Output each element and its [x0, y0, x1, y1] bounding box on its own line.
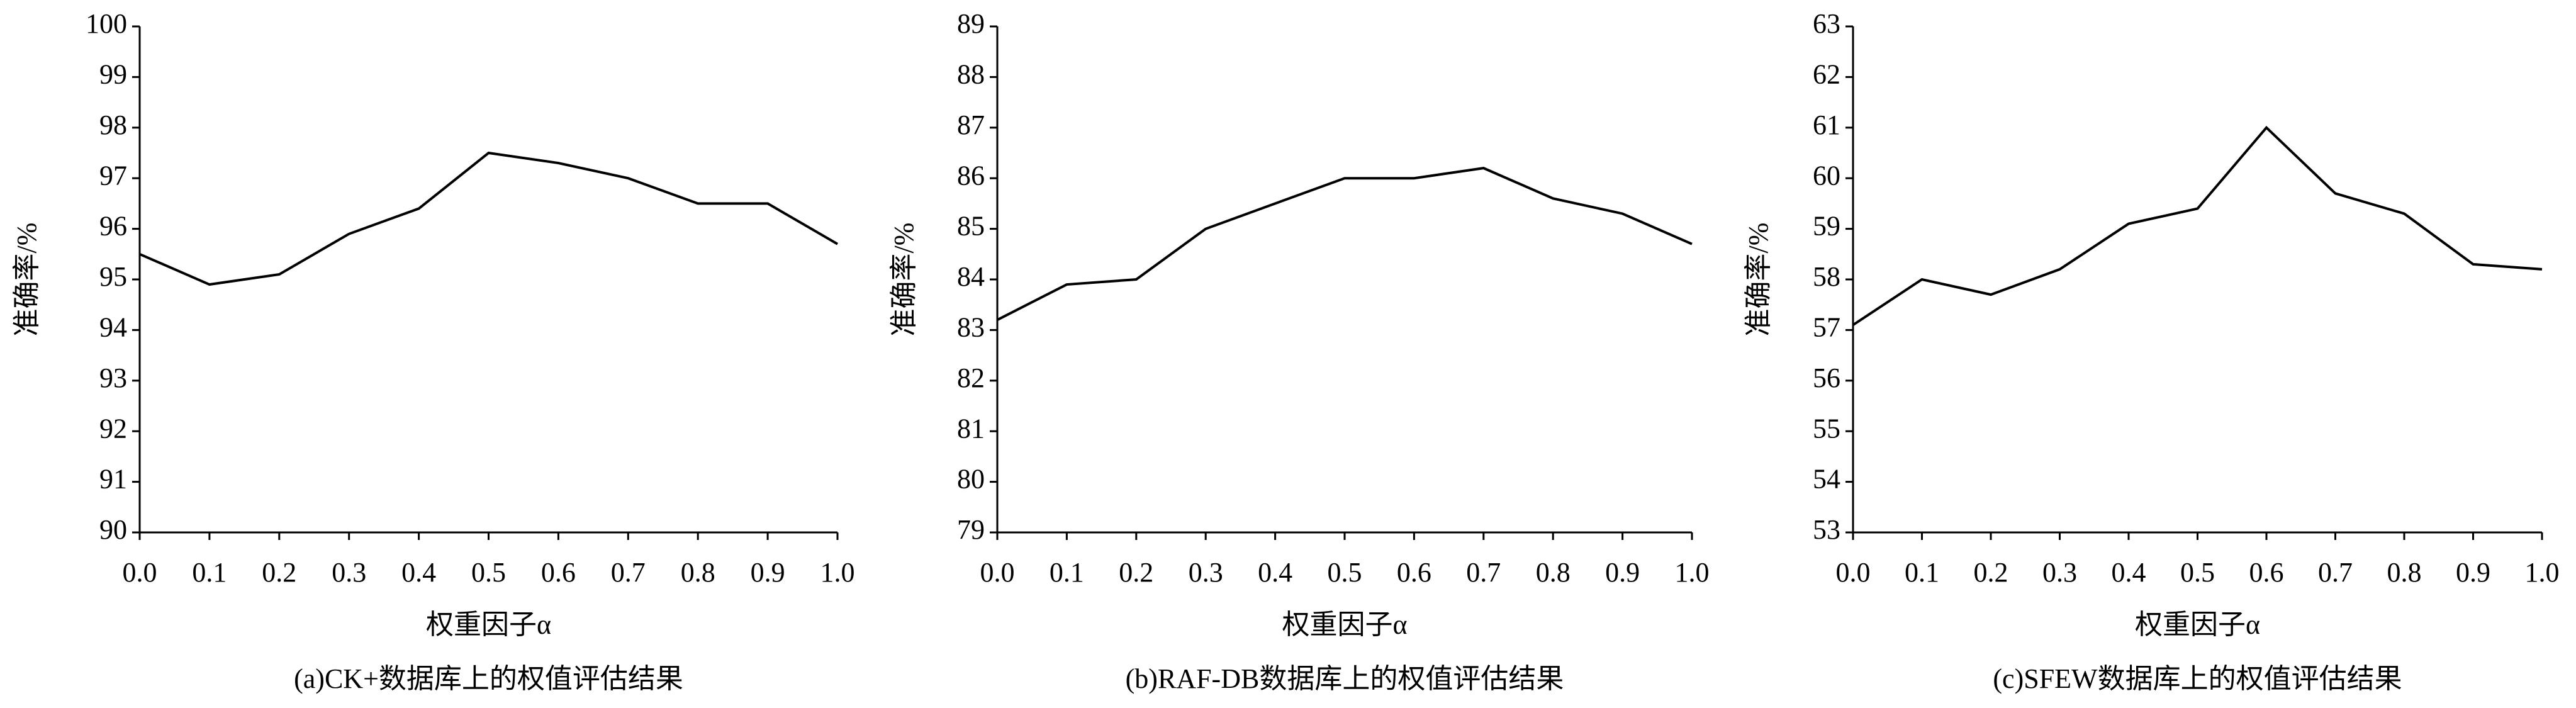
y-tick-label: 91: [99, 464, 127, 495]
y-tick-label: 90: [99, 514, 127, 545]
x-tick-label: 0.2: [262, 557, 296, 588]
y-tick-label: 86: [957, 160, 985, 191]
y-tick-label: 89: [957, 8, 985, 39]
y-tick-label: 58: [1813, 261, 1840, 292]
y-tick-label: 62: [1813, 59, 1840, 89]
x-tick-label: 0.4: [1258, 557, 1292, 588]
x-tick-label: 0.5: [471, 557, 506, 588]
y-tick-label: 81: [957, 413, 985, 444]
x-tick-label: 0.0: [980, 557, 1015, 588]
y-tick-label: 63: [1813, 8, 1840, 39]
x-tick-label: 0.1: [1905, 557, 1939, 588]
y-tick-label: 93: [99, 362, 127, 393]
x-tick-label: 1.0: [1675, 557, 1710, 588]
y-tick-label: 83: [957, 312, 985, 342]
y-tick-label: 82: [957, 362, 985, 393]
x-axis-label: 权重因子α: [1282, 609, 1407, 640]
x-tick-label: 0.8: [681, 557, 715, 588]
y-tick-label: 88: [957, 59, 985, 89]
y-tick-label: 96: [99, 211, 127, 242]
chart-caption: (c)SFEW数据库上的权值评估结果: [1993, 663, 2402, 694]
y-tick-label: 60: [1813, 160, 1840, 191]
y-tick-label: 87: [957, 110, 985, 140]
x-tick-label: 0.9: [751, 557, 785, 588]
y-tick-label: 79: [957, 514, 985, 545]
y-tick-label: 55: [1813, 413, 1840, 444]
y-tick-label: 80: [957, 464, 985, 495]
data-line: [997, 167, 1693, 322]
x-tick-label: 0.8: [1536, 557, 1571, 588]
y-axis-label: 准确率/%: [888, 223, 919, 337]
x-tick-label: 0.7: [611, 557, 646, 588]
y-tick-label: 95: [99, 261, 127, 292]
x-tick-label: 0.8: [2387, 557, 2422, 588]
x-tick-label: 0.1: [1050, 557, 1084, 588]
data-line: [139, 151, 839, 286]
y-axis-label: 准确率/%: [1743, 223, 1774, 337]
x-tick-label: 0.0: [1836, 557, 1871, 588]
data-line: [1852, 125, 2543, 327]
y-tick-label: 100: [86, 8, 127, 39]
x-axis-label: 权重因子α: [426, 609, 551, 640]
y-tick-label: 59: [1813, 211, 1840, 242]
x-tick-label: 0.2: [1119, 557, 1153, 588]
x-tick-label: 0.3: [332, 557, 366, 588]
y-tick-label: 56: [1813, 362, 1840, 393]
x-tick-label: 0.4: [401, 557, 436, 588]
y-tick-label: 54: [1813, 464, 1840, 495]
x-tick-label: 0.3: [1189, 557, 1223, 588]
y-tick-label: 94: [99, 312, 127, 342]
x-tick-label: 0.5: [2180, 557, 2215, 588]
x-tick-label: 1.0: [820, 557, 855, 588]
x-tick-label: 0.2: [1974, 557, 2008, 588]
x-tick-label: 1.0: [2525, 557, 2560, 588]
y-axis-label: 准确率/%: [11, 223, 42, 337]
x-tick-label: 0.9: [1605, 557, 1640, 588]
x-axis-label: 权重因子α: [2135, 609, 2260, 640]
x-tick-label: 0.6: [2249, 557, 2284, 588]
x-tick-label: 0.6: [1397, 557, 1431, 588]
chart-caption: (b)RAF-DB数据库上的权值评估结果: [1126, 663, 1564, 694]
x-tick-label: 0.5: [1328, 557, 1362, 588]
x-tick-label: 0.7: [2318, 557, 2353, 588]
x-tick-label: 0.4: [2112, 557, 2146, 588]
chart-caption: (a)CK+数据库上的权值评估结果: [294, 663, 683, 694]
y-tick-label: 92: [99, 413, 127, 444]
x-tick-label: 0.1: [192, 557, 227, 588]
y-tick-label: 84: [957, 261, 985, 292]
y-tick-label: 85: [957, 211, 985, 242]
x-tick-label: 0.7: [1466, 557, 1501, 588]
x-tick-label: 0.0: [123, 557, 157, 588]
x-tick-label: 0.9: [2456, 557, 2490, 588]
y-tick-label: 53: [1813, 514, 1840, 545]
y-tick-label: 99: [99, 59, 127, 89]
y-tick-label: 97: [99, 160, 127, 191]
x-tick-label: 0.3: [2042, 557, 2077, 588]
y-tick-label: 61: [1813, 110, 1840, 140]
y-tick-label: 98: [99, 110, 127, 140]
x-tick-label: 0.6: [541, 557, 576, 588]
y-tick-label: 57: [1813, 312, 1840, 342]
